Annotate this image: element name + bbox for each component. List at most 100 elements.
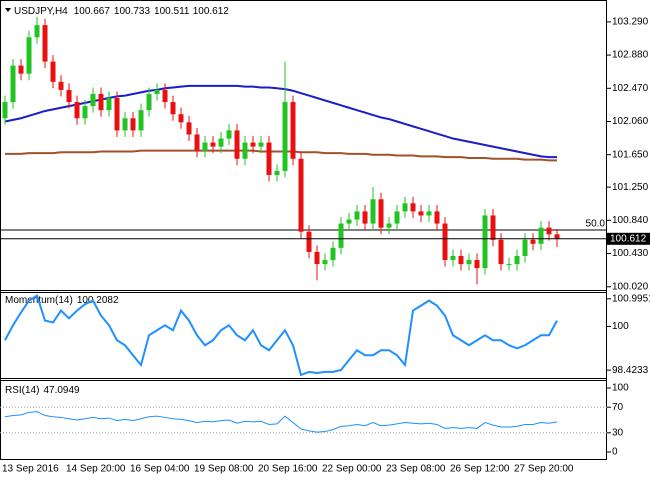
candle-body [394,211,400,224]
y-tick-label: 102.880 [612,50,649,61]
x-tick-label: 27 Sep 20:00 [514,464,574,475]
y-tick-label: 101.650 [612,149,649,160]
y-tick-label: 100.840 [612,215,649,226]
candle-body [450,255,456,261]
symbol: USDJPY,H4 [14,6,68,17]
y-tick-label: 70 [612,402,624,413]
candle-body [298,158,304,232]
x-tick-label: 20 Sep 16:00 [258,464,318,475]
candle-body [82,106,88,119]
ohlc-high: 100.733 [114,6,151,17]
x-tick-label: 26 Sep 12:00 [450,464,510,475]
candle-body [74,102,80,119]
candle-body [66,89,72,103]
candle-body [162,89,168,103]
y-tick-label: 102.470 [612,83,649,94]
candle-body [514,255,520,265]
menu-arrow [5,8,11,12]
candle-body [42,25,48,62]
indicator-value: 47.0949 [43,385,80,396]
candle-body [226,130,232,139]
candle-body [130,118,136,131]
y-tick-label: 100.020 [612,281,649,292]
candle-body [418,211,424,216]
y-tick-label: 98.4233 [612,365,649,376]
price-label-box [607,232,650,245]
candle-body [10,65,16,103]
y-tick-label: 30 [612,427,624,438]
candle-body [314,251,320,265]
candle-body [210,142,216,147]
moving-average [4,84,557,159]
candle-body [538,227,544,244]
candle-body [442,223,448,261]
candle-body [546,227,552,235]
candle-body [50,61,56,82]
candle-body [482,215,488,269]
candle-body [506,264,512,266]
candle-body [434,211,440,224]
indicator-line [4,411,558,433]
candle-body [34,25,40,38]
candle-body [26,37,32,74]
candle-body [250,142,256,147]
candle-body [322,260,328,265]
y-tick-label: 0 [612,447,618,458]
y-tick-label: 100 [612,383,629,394]
candle-body [306,231,312,252]
candle-body [554,234,560,239]
x-tick-label: 14 Sep 20:00 [66,464,126,475]
y-tick-label: 100.430 [612,248,649,259]
ohlc-low: 100.511 [154,6,190,17]
y-tick-label: 102.060 [612,116,649,127]
candle-body [234,130,240,159]
y-tick-label: 100.9951 [612,293,650,304]
candle-body [202,142,208,151]
candle-body [274,170,280,175]
candle-body [490,215,496,240]
candle-body [290,102,296,159]
candle-body [90,93,96,107]
candle-body [258,142,264,147]
panel-title: Momentum(14) 100.2082 [5,295,119,306]
y-tick-label: 103.290 [612,17,649,28]
y-tick-label: 100 [612,321,629,332]
candle-body [98,93,104,111]
candle-body [122,118,128,131]
candle-body [426,211,432,216]
candle-body [154,89,160,94]
candle-body [138,110,144,131]
ohlc-close: 100.612 [193,6,230,17]
candle-body [170,102,176,115]
candle-body [106,98,112,111]
moving-average [5,149,557,162]
candle-body [522,239,528,256]
candle-body [266,142,272,175]
price-label: 100.612 [610,233,647,244]
x-tick-label: 23 Sep 08:00 [386,464,446,475]
candle-body [242,142,248,159]
candle-body [466,260,472,265]
ohlc-open: 100.667 [74,6,111,17]
x-tick-label: 19 Sep 08:00 [194,464,254,475]
candle-body [338,223,344,248]
indicator-value: 100.2082 [77,295,119,306]
candle-body [458,255,464,265]
candle-body [378,199,384,228]
candle-body [410,203,416,212]
panel-title: RSI(14) 47.0949 [5,385,80,396]
candle-body [474,260,480,269]
indicator-line [4,294,558,377]
candle-body [354,211,360,220]
candle-body [218,138,224,147]
candle-body [402,203,408,212]
candle-body [362,211,368,224]
candle-body [386,223,392,228]
y-tick-label: 101.250 [612,182,649,193]
candle-body [530,239,536,244]
candle-body [370,199,376,224]
candle-body [58,81,64,90]
x-tick-label: 16 Sep 04:00 [130,464,190,475]
